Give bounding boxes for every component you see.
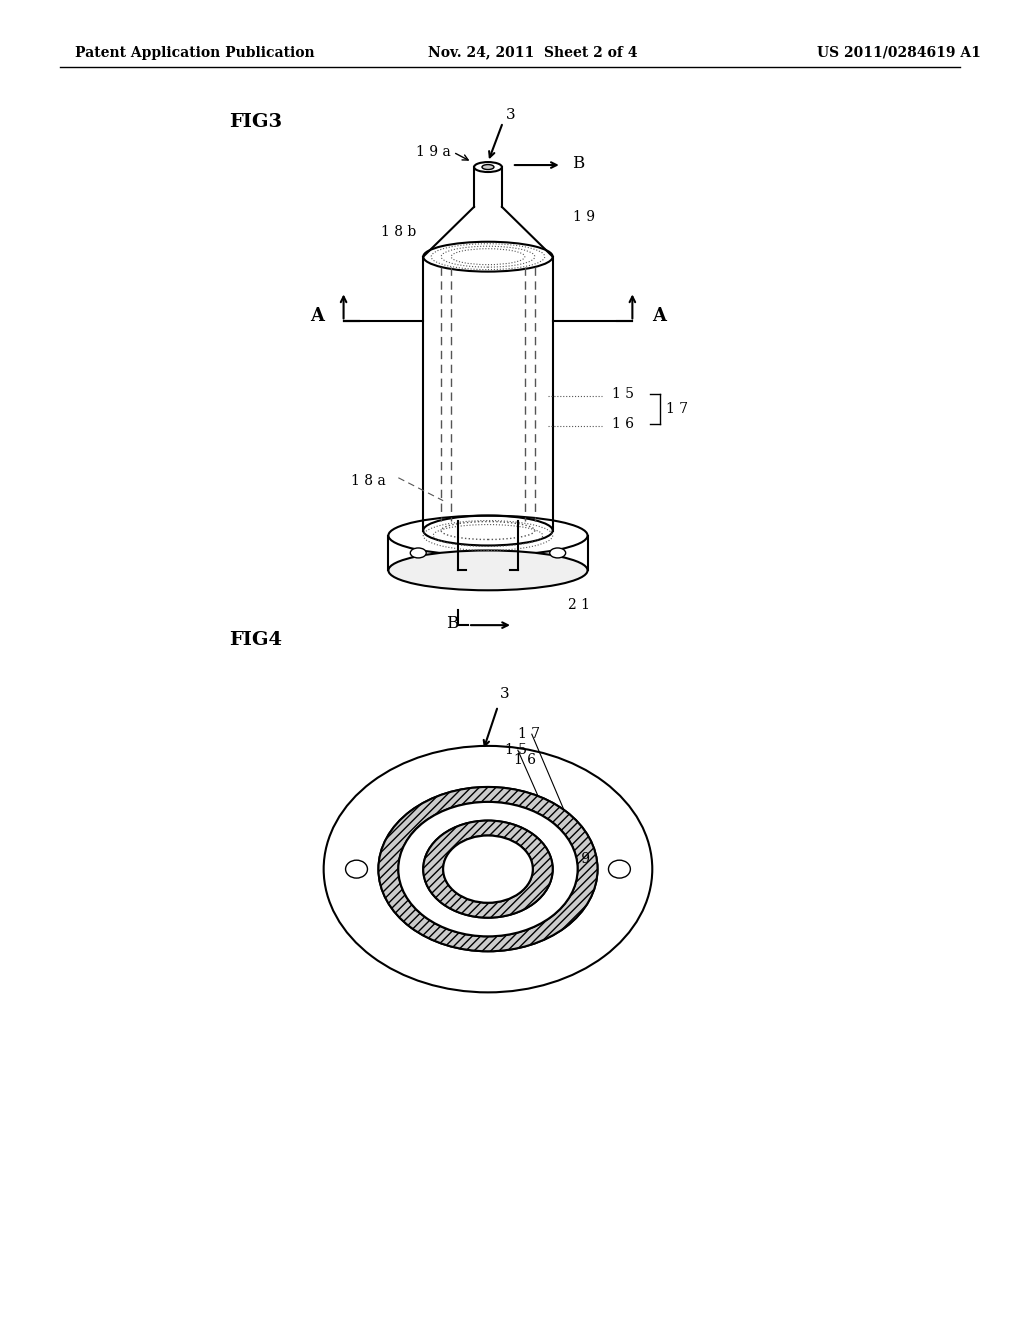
Ellipse shape bbox=[379, 787, 598, 952]
Text: 1 6: 1 6 bbox=[514, 754, 536, 767]
Ellipse shape bbox=[550, 548, 565, 558]
Text: 1 9: 1 9 bbox=[567, 853, 590, 866]
Text: FIG3: FIG3 bbox=[229, 114, 283, 131]
Text: US 2011/0284619 A1: US 2011/0284619 A1 bbox=[816, 45, 981, 59]
Ellipse shape bbox=[443, 836, 532, 903]
Text: A: A bbox=[652, 308, 667, 326]
Text: B: B bbox=[445, 615, 458, 632]
Text: 1 5: 1 5 bbox=[505, 743, 527, 758]
Text: FIG4: FIG4 bbox=[229, 631, 282, 649]
Text: 1 6: 1 6 bbox=[612, 417, 635, 432]
Ellipse shape bbox=[398, 803, 578, 936]
Ellipse shape bbox=[423, 821, 553, 917]
Text: B: B bbox=[571, 154, 584, 172]
Text: 1 7: 1 7 bbox=[518, 727, 540, 742]
Ellipse shape bbox=[345, 861, 368, 878]
Text: 1 9: 1 9 bbox=[572, 210, 595, 224]
Text: 1 7: 1 7 bbox=[667, 403, 688, 416]
Text: A: A bbox=[309, 308, 324, 326]
Text: 1 8 a: 1 8 a bbox=[351, 474, 386, 488]
Text: Patent Application Publication: Patent Application Publication bbox=[75, 45, 314, 59]
Ellipse shape bbox=[443, 836, 532, 903]
Text: 1 8 b: 1 8 b bbox=[381, 224, 416, 239]
Text: 2 1: 2 1 bbox=[567, 598, 590, 612]
Ellipse shape bbox=[411, 548, 426, 558]
Ellipse shape bbox=[482, 165, 494, 169]
Text: 1 9 a: 1 9 a bbox=[416, 145, 451, 160]
Ellipse shape bbox=[379, 787, 598, 952]
Text: 1 5: 1 5 bbox=[612, 387, 635, 401]
Ellipse shape bbox=[398, 803, 578, 936]
Text: Nov. 24, 2011  Sheet 2 of 4: Nov. 24, 2011 Sheet 2 of 4 bbox=[428, 45, 638, 59]
Ellipse shape bbox=[608, 861, 631, 878]
Ellipse shape bbox=[423, 821, 553, 917]
Text: 3: 3 bbox=[506, 108, 515, 123]
Text: 3: 3 bbox=[500, 688, 510, 701]
Ellipse shape bbox=[388, 550, 588, 590]
